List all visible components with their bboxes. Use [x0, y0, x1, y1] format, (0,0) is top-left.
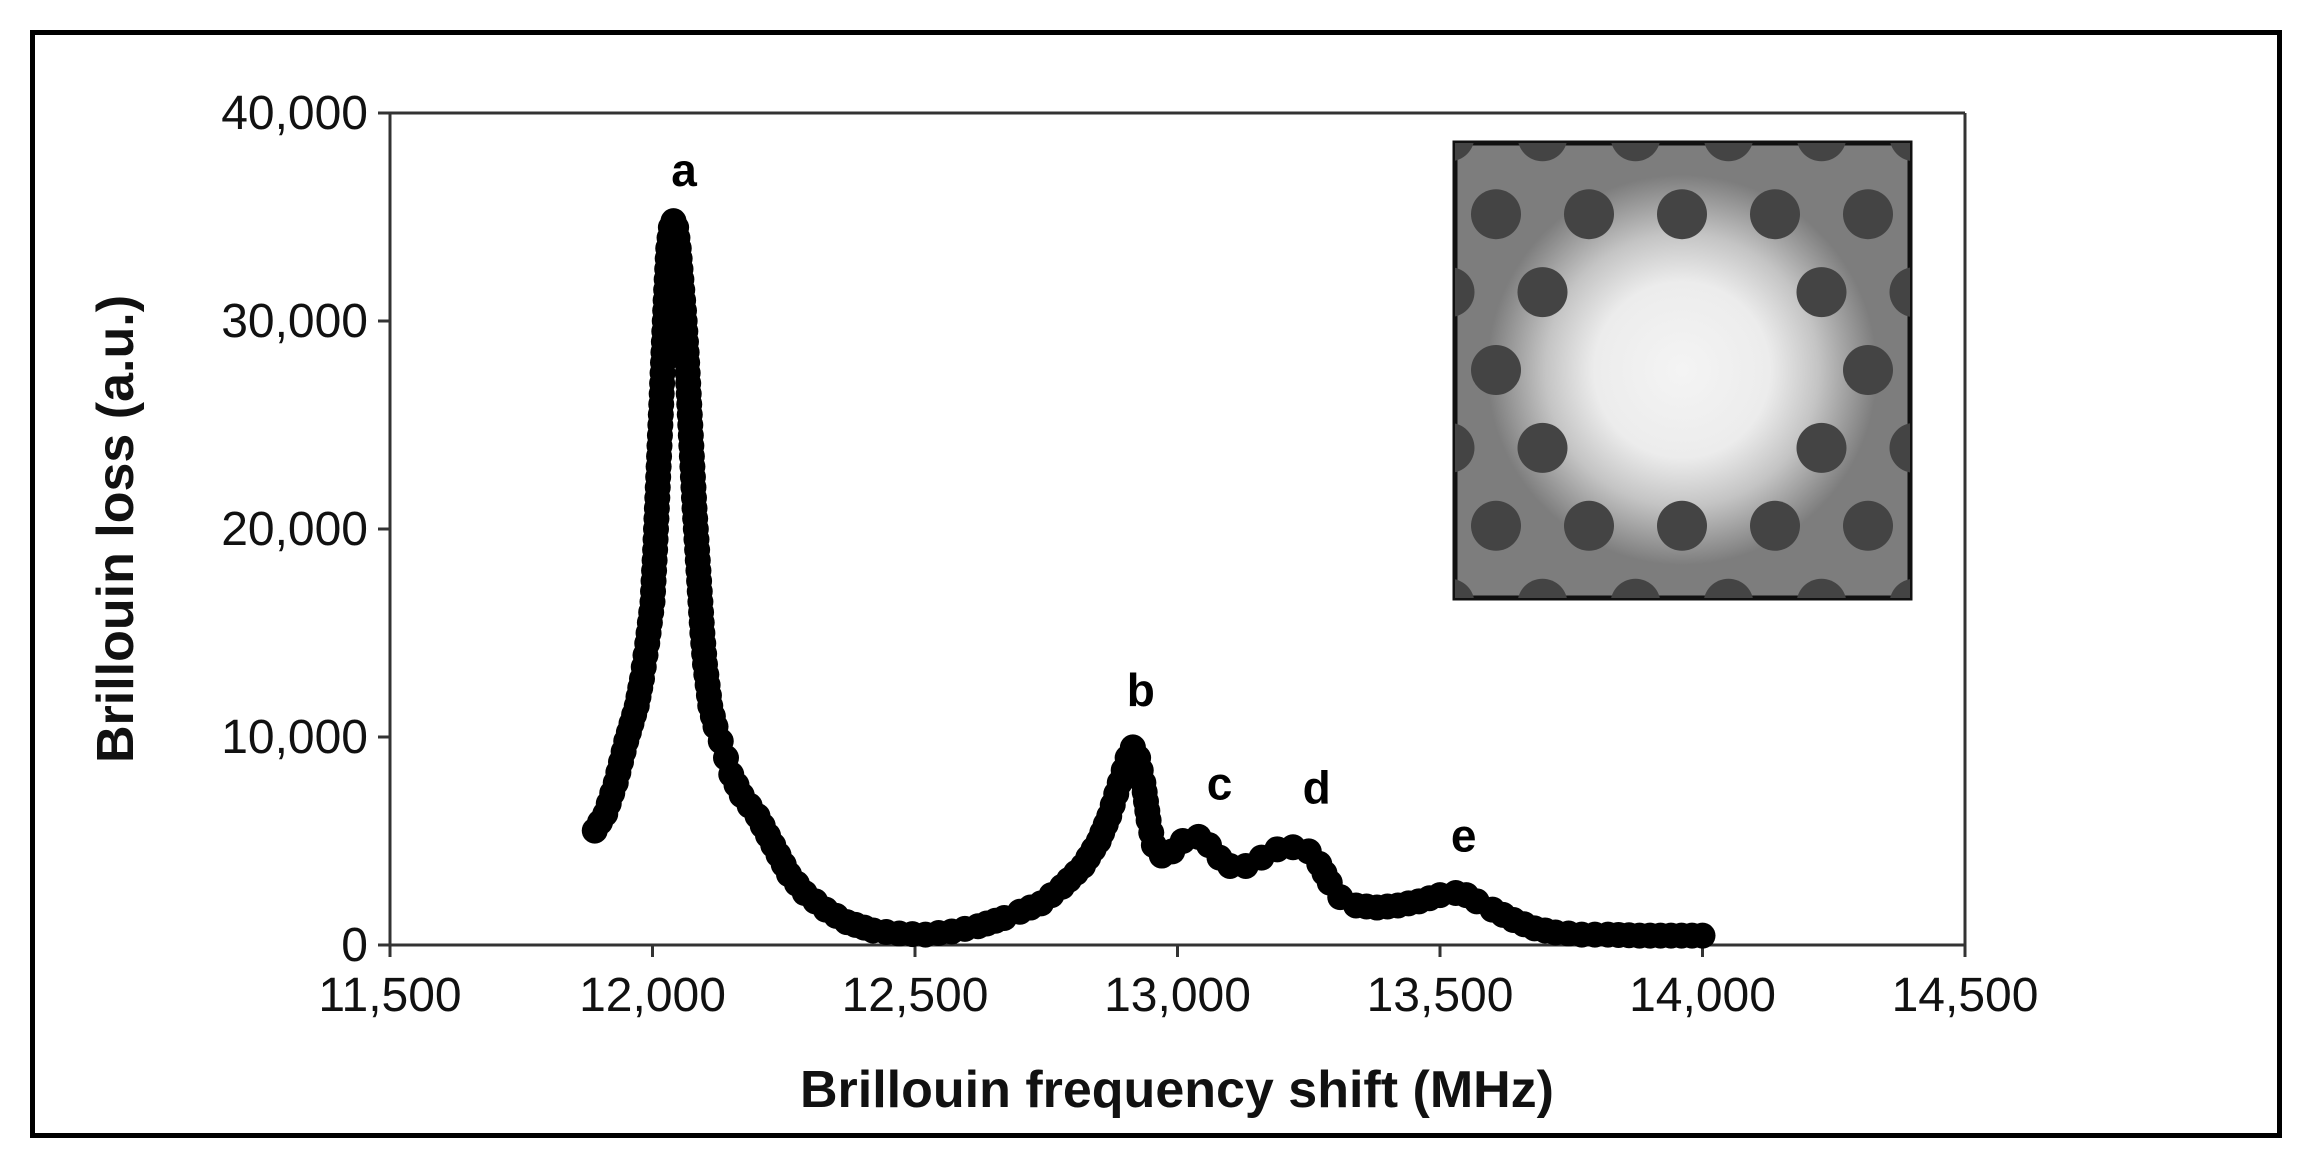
air-hole [1983, 267, 2033, 317]
air-hole [1797, 578, 1846, 598]
air-hole [1983, 579, 2033, 629]
air-hole [1797, 143, 1846, 162]
air-hole [1564, 500, 1614, 551]
fiber-cross-section-inset [1452, 111, 2126, 629]
peak-label-d: d [1303, 762, 1331, 814]
data-point-group [581, 208, 1716, 949]
air-hole [1890, 579, 1910, 598]
inset-core-glow [1487, 175, 1877, 565]
air-hole [2076, 579, 2126, 629]
data-point [1689, 922, 1716, 949]
air-hole [1455, 267, 1475, 317]
figure-frame: 0 10,000 20,000 30,000 40,000 11,500 12,000 12… [30, 30, 2282, 1138]
air-hole [1611, 143, 1660, 162]
air-hole [2076, 267, 2126, 317]
air-hole [1471, 345, 1521, 395]
x-tick-label: 11,500 [318, 969, 461, 1022]
air-hole [1704, 143, 1753, 162]
air-hole [1796, 267, 1847, 318]
air-hole [1796, 422, 1847, 473]
air-hole [1657, 189, 1707, 240]
air-hole [1983, 111, 2033, 161]
air-hole [1843, 500, 1893, 551]
air-hole [2029, 345, 2079, 395]
x-tick-label: 13,000 [1104, 969, 1251, 1022]
y-tick-label: 40,000 [221, 87, 368, 140]
y-tick-group: 0 10,000 20,000 30,000 40,000 [221, 87, 390, 972]
peak-label-group: a bc d e [671, 144, 1476, 862]
air-hole [1889, 267, 1910, 317]
air-hole [1455, 143, 1474, 161]
x-axis-title: Brillouin frequency shift (MHz) [800, 1061, 1554, 1119]
peak-label-a: a [671, 144, 697, 196]
air-hole [2029, 501, 2079, 551]
air-hole [1611, 578, 1660, 598]
air-hole [1455, 423, 1475, 473]
air-hole [1843, 189, 1893, 240]
x-tick-label: 12,000 [579, 969, 726, 1022]
air-hole [1750, 189, 1800, 240]
x-tick-label: 13,500 [1367, 969, 1514, 1022]
air-hole [1517, 267, 1568, 318]
air-hole [1471, 500, 1521, 551]
y-tick-label: 20,000 [221, 503, 368, 556]
x-tick-label: 14,500 [1892, 969, 2039, 1022]
y-tick-label: 10,000 [221, 711, 368, 764]
air-hole [1518, 578, 1567, 598]
inset-air-holes [1455, 111, 2126, 629]
x-tick-label: 14,000 [1629, 969, 1776, 1022]
y-axis-title: Brillouin loss (a.u.) [87, 295, 145, 763]
air-hole [1471, 189, 1521, 240]
air-hole [2029, 189, 2079, 239]
air-hole [1564, 189, 1614, 240]
peak-label-e: e [1451, 809, 1477, 861]
air-hole [1657, 500, 1707, 551]
air-hole [1750, 500, 1800, 551]
air-hole [1983, 423, 2033, 473]
air-hole [1455, 579, 1474, 598]
air-hole [1704, 578, 1753, 598]
brillouin-chart: 0 10,000 20,000 30,000 40,000 11,500 12,000 12… [87, 87, 2126, 1119]
air-hole [1890, 143, 1910, 161]
x-tick-group: 11,500 12,000 12,500 13,000 13,500 14,000 14,5… [318, 945, 2038, 1022]
air-hole [1518, 143, 1567, 162]
air-hole [2076, 111, 2126, 161]
peak-label-b: b [1127, 664, 1155, 716]
air-hole [1889, 423, 1910, 473]
peak-label-c: c [1207, 757, 1233, 809]
air-hole [2076, 423, 2126, 473]
air-hole [1843, 345, 1893, 395]
y-tick-label: 30,000 [221, 295, 368, 348]
x-tick-label: 12,500 [842, 969, 989, 1022]
air-hole [1517, 422, 1568, 473]
y-tick-label: 0 [341, 919, 368, 972]
